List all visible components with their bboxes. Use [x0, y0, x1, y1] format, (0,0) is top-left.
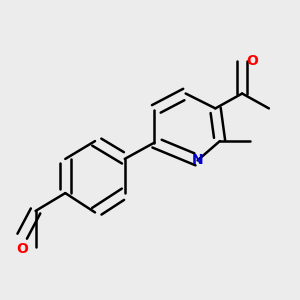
- Text: O: O: [247, 54, 259, 68]
- Text: N: N: [192, 153, 203, 167]
- Text: O: O: [16, 242, 28, 256]
